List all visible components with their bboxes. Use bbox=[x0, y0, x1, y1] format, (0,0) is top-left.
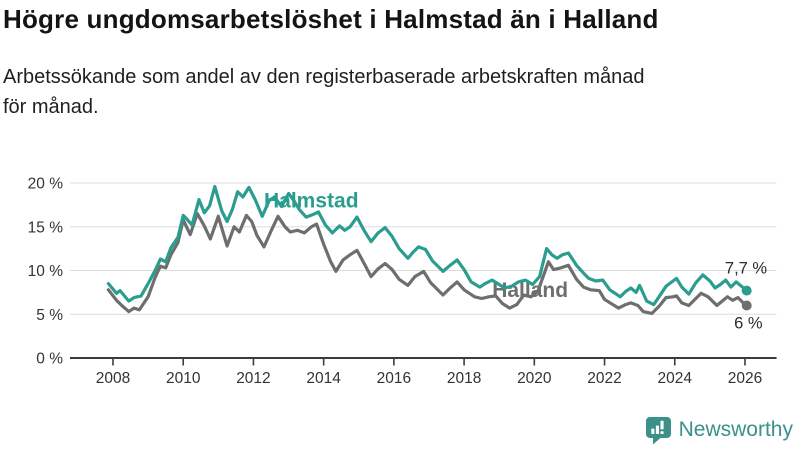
x-tick-label: 2010 bbox=[166, 370, 201, 387]
x-axis: 2008 2010 2012 2014 2016 2018 2020 2022 2024 2026 bbox=[70, 357, 777, 387]
halmstad-end-dot bbox=[741, 285, 752, 296]
subtitle-line-2: för månad. bbox=[3, 96, 99, 118]
halland-end-value-label: 6 % bbox=[734, 315, 763, 333]
x-tick-label: 2020 bbox=[517, 370, 552, 387]
x-tick-label: 2026 bbox=[728, 370, 762, 387]
halmstad-line bbox=[106, 184, 749, 307]
page-title: Högre ungdomsarbetslöshet i Halmstad än … bbox=[3, 4, 659, 34]
chart-subtitle: Arbetssökande som andel av den registerb… bbox=[3, 62, 795, 122]
y-tick-label: 5 % bbox=[36, 307, 63, 324]
x-tick-label: 2018 bbox=[447, 370, 481, 387]
x-tick-label: 2014 bbox=[306, 370, 341, 387]
series-halmstad: Halmstad 7,7 % bbox=[106, 184, 768, 307]
x-tick-label: 2016 bbox=[377, 370, 411, 387]
series-halland: Halland 6 % bbox=[106, 211, 763, 333]
unemployment-line-chart: 2008 2010 2012 2014 2016 2018 2020 2022 2024 2026… bbox=[28, 176, 777, 387]
newsworthy-logo[interactable]: Newsworthy bbox=[645, 415, 793, 445]
halland-series-label: Halland bbox=[492, 279, 568, 302]
bar-chart-speech-bubble-icon bbox=[645, 416, 672, 445]
x-tick-label: 2008 bbox=[96, 370, 130, 387]
y-tick-label: 0 % bbox=[36, 351, 63, 368]
y-axis: 0 % 5 % 10 % 15 % 20 % bbox=[28, 176, 64, 368]
y-tick-label: 15 % bbox=[28, 219, 64, 236]
y-tick-label: 10 % bbox=[28, 263, 64, 280]
halmstad-end-value-label: 7,7 % bbox=[725, 260, 768, 278]
halland-end-dot bbox=[741, 300, 752, 311]
x-tick-label: 2012 bbox=[236, 370, 270, 387]
subtitle-line-1: Arbetssökande som andel av den registerb… bbox=[3, 66, 645, 88]
halmstad-series-label: Halmstad bbox=[264, 190, 359, 213]
y-tick-label: 20 % bbox=[28, 176, 64, 193]
x-tick-label: 2022 bbox=[587, 370, 621, 387]
x-tick-label: 2024 bbox=[658, 370, 693, 387]
brand-name: Newsworthy bbox=[678, 418, 793, 441]
halland-line bbox=[106, 211, 749, 315]
